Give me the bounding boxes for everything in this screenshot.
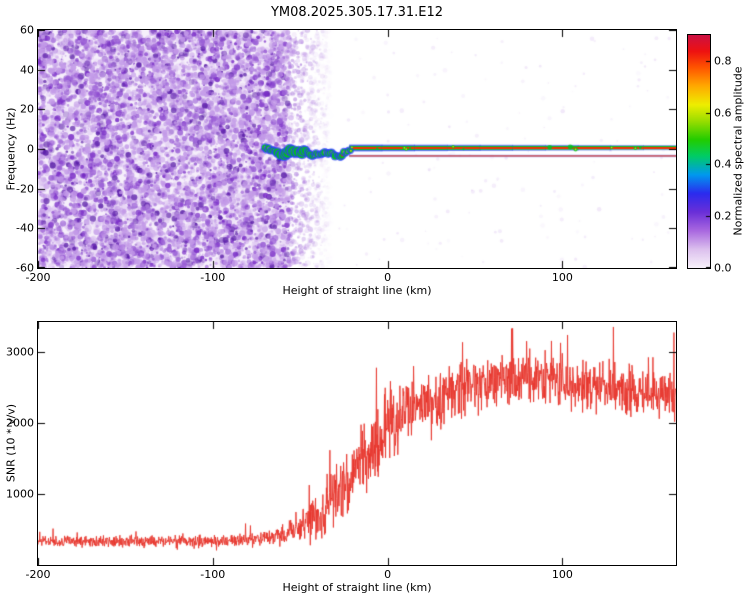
spectrogram-y-tick-label: 0: [27, 142, 34, 156]
snr-y-tick-label: 3000: [6, 345, 34, 359]
spectrogram-x-tick-label: -200: [25, 271, 51, 284]
colorbar-tick-label: 0.2: [714, 209, 732, 223]
spectrogram-y-tick-label: 40: [20, 63, 34, 77]
snr-plot-area: [37, 321, 677, 566]
colorbar-gradient: [687, 34, 711, 269]
colorbar-tick-label: 0.4: [714, 157, 732, 171]
colorbar-tick-label: 0.8: [714, 54, 732, 68]
spectrogram-x-tick-label: 100: [551, 271, 573, 284]
snr-x-axis-label: Height of straight line (km): [282, 581, 432, 594]
spectrogram-y-tick-label: 60: [20, 23, 34, 37]
spectrogram-plot-area: [37, 29, 677, 269]
figure-title: YM08.2025.305.17.31.E12: [270, 5, 444, 20]
snr-x-tick-label: 100: [551, 568, 573, 581]
snr-y-tick-label: 2000: [6, 416, 34, 430]
spectrogram-y-tick-label: -60: [16, 261, 34, 275]
snr-x-tick-label: 0: [384, 568, 392, 581]
spectrogram-y-tick-label: 20: [20, 102, 34, 116]
snr-y-tick-label: 1000: [6, 487, 34, 501]
spectrogram-x-axis-label: Height of straight line (km): [282, 284, 432, 297]
spectrogram-x-tick-label: 0: [384, 271, 392, 284]
colorbar-tick-label: 0.0: [714, 261, 732, 275]
snr-x-tick-label: -100: [200, 568, 226, 581]
spectrogram-y-tick-label: -20: [16, 182, 34, 196]
snr-x-tick-label: -200: [25, 568, 51, 581]
colorbar-tick-label: 0.6: [714, 106, 732, 120]
spectrogram-y-axis-label: Frequency (Hz): [4, 107, 18, 191]
spectrogram-y-tick-label: -40: [16, 221, 34, 235]
colorbar-label: Normalized spectral amplitude: [731, 66, 745, 236]
spectrogram-x-tick-label: -100: [200, 271, 226, 284]
